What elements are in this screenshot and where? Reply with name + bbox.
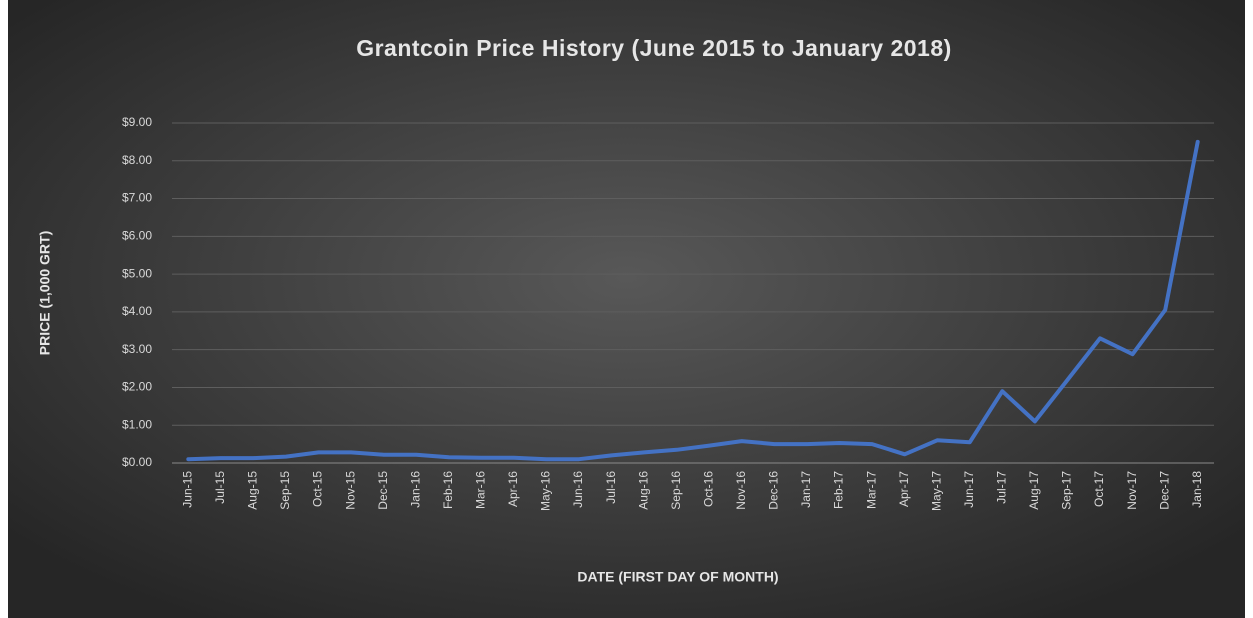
y-tick-label: $7.00 (122, 191, 152, 205)
x-tick-label: Sep-16 (669, 471, 683, 510)
x-tick-label: Apr-16 (506, 471, 520, 507)
y-tick-label: $1.00 (122, 417, 152, 431)
x-tick-label: Mar-16 (474, 471, 488, 509)
x-tick-label: Nov-17 (1125, 471, 1139, 510)
x-tick-label: Aug-15 (246, 471, 260, 510)
x-tick-label: Apr-17 (897, 471, 911, 507)
x-tick-label: Aug-16 (636, 471, 650, 510)
x-tick-label: Feb-17 (832, 471, 846, 509)
chart-title: Grantcoin Price History (June 2015 to Ja… (356, 35, 952, 61)
x-tick-label: May-16 (539, 471, 553, 511)
y-tick-label: $0.00 (122, 455, 152, 469)
x-tick-label: Jun-16 (571, 471, 585, 508)
x-tick-label: Aug-17 (1027, 471, 1041, 510)
x-tick-label: Sep-17 (1060, 471, 1074, 510)
y-tick-label: $6.00 (122, 229, 152, 243)
x-tick-label: Oct-17 (1092, 471, 1106, 507)
y-tick-label: $8.00 (122, 153, 152, 167)
x-tick-label: Dec-15 (376, 471, 390, 510)
x-tick-label: Nov-15 (343, 471, 357, 510)
y-tick-label: $2.00 (122, 380, 152, 394)
x-tick-label: Feb-16 (441, 471, 455, 509)
x-tick-label: Dec-16 (767, 471, 781, 510)
x-tick-label: Dec-17 (1157, 471, 1171, 510)
x-tick-label: Sep-15 (278, 471, 292, 510)
x-tick-label: Jun-17 (962, 471, 976, 508)
y-tick-label: $5.00 (122, 266, 152, 280)
y-axis-title: PRICE (1,000 GRT) (37, 231, 53, 355)
x-tick-label: Jan-18 (1190, 471, 1204, 508)
x-tick-label: Oct-15 (311, 471, 325, 507)
x-tick-label: May-17 (929, 471, 943, 511)
x-tick-label: Oct-16 (701, 471, 715, 507)
x-tick-label: Jun-15 (180, 471, 194, 508)
x-tick-label: Jul-15 (213, 471, 227, 504)
x-tick-label: Jan-17 (799, 471, 813, 508)
x-tick-label: Jul-16 (604, 471, 618, 504)
y-tick-label: $3.00 (122, 342, 152, 356)
price-line (186, 139, 1200, 462)
x-axis-title: DATE (FIRST DAY OF MONTH) (577, 569, 778, 585)
y-tick-label: $4.00 (122, 304, 152, 318)
x-tick-label: Mar-17 (864, 471, 878, 509)
x-tick-label: Nov-16 (734, 471, 748, 510)
chart-background (8, 0, 1245, 618)
y-tick-label: $9.00 (122, 115, 152, 129)
x-tick-label: Jan-16 (408, 471, 422, 508)
x-tick-label: Jul-17 (995, 471, 1009, 504)
